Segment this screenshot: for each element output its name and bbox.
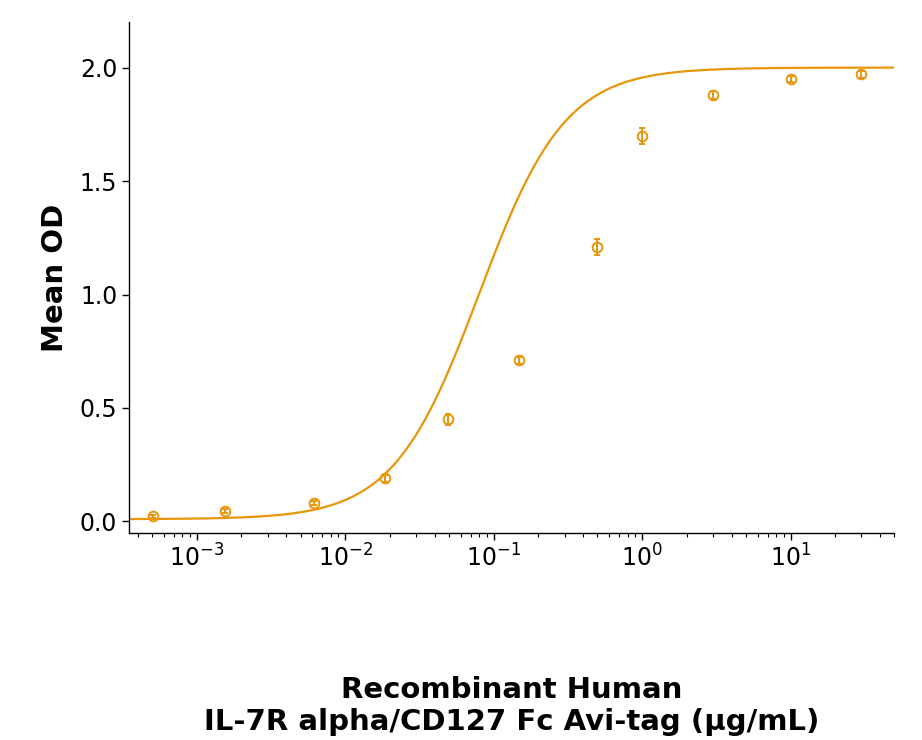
Text: Recombinant Human
IL-7R alpha/CD127 Fc Avi-tag (μg/mL): Recombinant Human IL-7R alpha/CD127 Fc A…: [204, 676, 820, 736]
Y-axis label: Mean OD: Mean OD: [41, 204, 68, 352]
